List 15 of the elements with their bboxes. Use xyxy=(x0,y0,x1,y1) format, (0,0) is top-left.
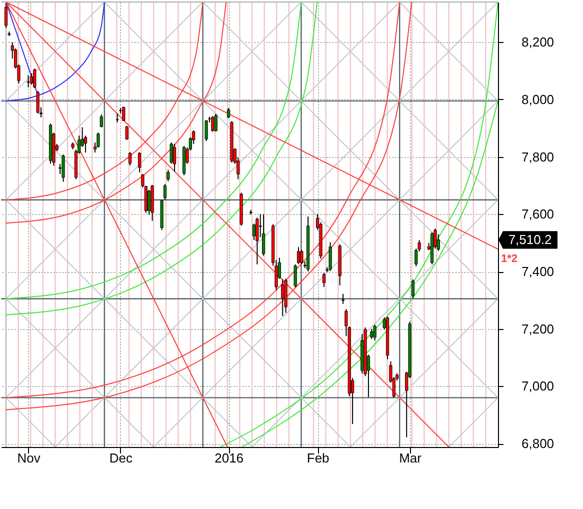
x-tick-label: Dec xyxy=(109,450,134,466)
x-tick-label: Mar xyxy=(399,450,422,466)
y-tick-label: 7,400 xyxy=(522,264,554,280)
y-tick-label: 8,000 xyxy=(522,92,554,107)
x-tick-label: Nov xyxy=(17,450,41,466)
text: 7,510.2 xyxy=(508,232,552,247)
y-tick-label: 6,800 xyxy=(522,436,554,452)
y-tick-label: 7,000 xyxy=(522,378,554,394)
y-tick-label: 7,200 xyxy=(522,321,554,336)
y-tick-label: 7,800 xyxy=(522,149,554,164)
series-label: 1*2 xyxy=(501,253,518,266)
y-tick-label: 8,200 xyxy=(522,34,554,50)
y-tick-label: 7,600 xyxy=(522,206,554,222)
x-tick-label: 2016 xyxy=(214,450,244,466)
x-tick-label: Feb xyxy=(306,450,330,466)
